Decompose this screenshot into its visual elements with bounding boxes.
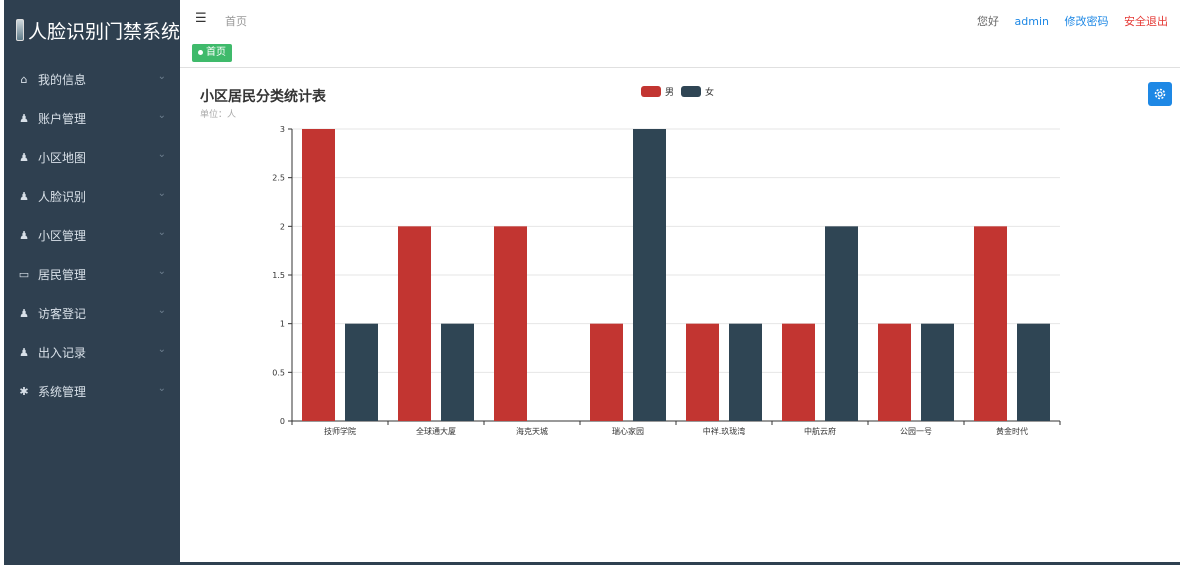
bar-female <box>825 226 858 421</box>
bar-female <box>729 323 762 421</box>
logout-link[interactable]: 安全退出 <box>1124 15 1168 28</box>
sidebar-item-label: 我的信息 <box>38 73 87 87</box>
y-tick-label: 0 <box>280 417 285 426</box>
x-tick-label: 技师学院 <box>324 426 356 436</box>
bar-chart: 0 0.5 1 1.5 2 2.5 3 技师学院 全球通大厦 海克天城 瑞心家园 中祥.玖珑湾 中航云府… <box>272 86 1061 436</box>
sidebar-item-label: 账户管理 <box>38 112 87 126</box>
bar-male <box>398 226 431 421</box>
chart-panel: 小区居民分类统计表 单位：人 0 0.5 1 1.5 2 2.5 3 技师学院 全球通大厦 海克天… <box>180 70 1140 510</box>
tab-label: 首页 <box>206 47 226 58</box>
chevron-down-icon: ⌄ <box>157 227 166 238</box>
bottom-border <box>180 562 1180 565</box>
chevron-down-icon: ⌄ <box>157 344 166 355</box>
sidebar-item-3[interactable]: ♟ 人脸识别 ⌄ <box>4 177 180 216</box>
bar-male <box>686 323 719 421</box>
sidebar-item-label: 小区地图 <box>38 151 87 165</box>
sidebar: 人脸识别门禁系统 ⌂ 我的信息 ⌄ ♟ 账户管理 ⌄ ♟ 小区地图 ⌄ ♟ 人脸识别 ⌄ ♟ 小区管理 ⌄ ▭… <box>4 0 180 565</box>
bar-female <box>345 323 378 421</box>
y-tick-label: 2.5 <box>272 174 285 183</box>
user-icon: ♟ <box>19 307 29 320</box>
user-icon: ♟ <box>19 151 29 164</box>
y-tick-label: 3 <box>280 125 285 134</box>
home-icon: ⌂ <box>20 73 28 86</box>
tab-bar: 首页 <box>180 42 1180 68</box>
active-dot-icon <box>198 49 203 55</box>
bar-male <box>590 323 623 421</box>
bar-male <box>782 323 815 421</box>
chevron-down-icon: ⌄ <box>157 383 166 394</box>
bar-female <box>921 323 954 421</box>
sidebar-item-4[interactable]: ♟ 小区管理 ⌄ <box>4 216 180 255</box>
x-tick-label: 公园一号 <box>900 427 932 436</box>
id-card-icon: ▭ <box>18 268 30 281</box>
phone-icon <box>16 19 24 41</box>
x-tick-label: 黄金时代 <box>996 426 1028 436</box>
sidebar-item-5[interactable]: ▭ 居民管理 ⌄ <box>4 255 180 294</box>
sidebar-item-0[interactable]: ⌂ 我的信息 ⌄ <box>4 60 180 99</box>
y-tick-label: 0.5 <box>272 368 285 377</box>
sidebar-item-8[interactable]: ✱ 系统管理 ⌄ <box>4 372 180 411</box>
sidebar-item-label: 系统管理 <box>38 385 87 399</box>
legend-label: 男 <box>665 87 674 98</box>
chevron-down-icon: ⌄ <box>157 305 166 316</box>
tab-home[interactable]: 首页 <box>192 44 232 62</box>
bar-male <box>494 226 527 421</box>
y-tick-label: 2 <box>280 222 285 231</box>
sidebar-item-6[interactable]: ♟ 访客登记 ⌄ <box>4 294 180 333</box>
bar-male <box>878 323 911 421</box>
chevron-down-icon: ⌄ <box>157 266 166 277</box>
y-tick-label: 1.5 <box>272 271 285 280</box>
user-icon: ♟ <box>19 190 29 203</box>
sidebar-menu: ⌂ 我的信息 ⌄ ♟ 账户管理 ⌄ ♟ 小区地图 ⌄ ♟ 人脸识别 ⌄ ♟ 小区管理 ⌄ ▭ 居民管理 ⌄ ♟ 访客登… <box>4 60 180 411</box>
chevron-down-icon: ⌄ <box>157 149 166 160</box>
sidebar-item-2[interactable]: ♟ 小区地图 ⌄ <box>4 138 180 177</box>
bar-male <box>974 226 1007 421</box>
bar-female <box>1017 323 1050 421</box>
x-tick-label: 瑞心家园 <box>612 426 644 436</box>
sidebar-item-label: 出入记录 <box>38 346 87 360</box>
x-tick-label: 全球通大厦 <box>416 426 456 436</box>
top-bar: ☰ 首页 您好 admin 修改密码 安全退出 <box>180 0 1180 42</box>
breadcrumb[interactable]: 首页 <box>225 15 247 28</box>
chart-subtitle: 单位：人 <box>200 110 237 120</box>
chevron-down-icon: ⌄ <box>157 71 166 82</box>
app-logo: 人脸识别门禁系统 <box>4 0 180 60</box>
chevron-down-icon: ⌄ <box>157 188 166 199</box>
sidebar-item-1[interactable]: ♟ 账户管理 ⌄ <box>4 99 180 138</box>
sidebar-item-label: 小区管理 <box>38 229 87 243</box>
chevron-down-icon: ⌄ <box>157 110 166 121</box>
sidebar-item-label: 居民管理 <box>38 268 87 282</box>
change-password-link[interactable]: 修改密码 <box>1064 15 1109 28</box>
sidebar-item-7[interactable]: ♟ 出入记录 ⌄ <box>4 333 180 372</box>
user-icon: ♟ <box>19 112 29 125</box>
legend-label: 女 <box>705 86 714 98</box>
bar-female <box>633 129 666 421</box>
x-tick-label: 海克天城 <box>516 426 548 436</box>
y-tick-label: 1 <box>280 320 285 329</box>
legend-swatch <box>641 86 661 97</box>
legend-swatch <box>681 86 701 97</box>
x-tick-label: 中航云府 <box>804 426 836 436</box>
settings-button[interactable] <box>1148 82 1172 106</box>
greeting-text: 您好 <box>977 15 1000 28</box>
sidebar-item-label: 访客登记 <box>38 307 87 321</box>
x-tick-label: 中祥.玖珑湾 <box>703 426 746 436</box>
bar-female <box>441 323 474 421</box>
username-link[interactable]: admin <box>1014 15 1049 28</box>
user-icon: ♟ <box>19 346 29 359</box>
gear-icon <box>1154 88 1166 100</box>
chart-title: 小区居民分类统计表 <box>200 89 326 105</box>
gear-icon: ✱ <box>19 385 29 398</box>
sidebar-item-label: 人脸识别 <box>38 190 87 204</box>
app-title: 人脸识别门禁系统 <box>27 20 180 43</box>
menu-toggle-icon[interactable]: ☰ <box>195 11 207 26</box>
user-toolbar: 您好 admin 修改密码 安全退出 <box>965 13 1168 29</box>
bar-male <box>302 129 335 421</box>
user-icon: ♟ <box>19 229 29 242</box>
